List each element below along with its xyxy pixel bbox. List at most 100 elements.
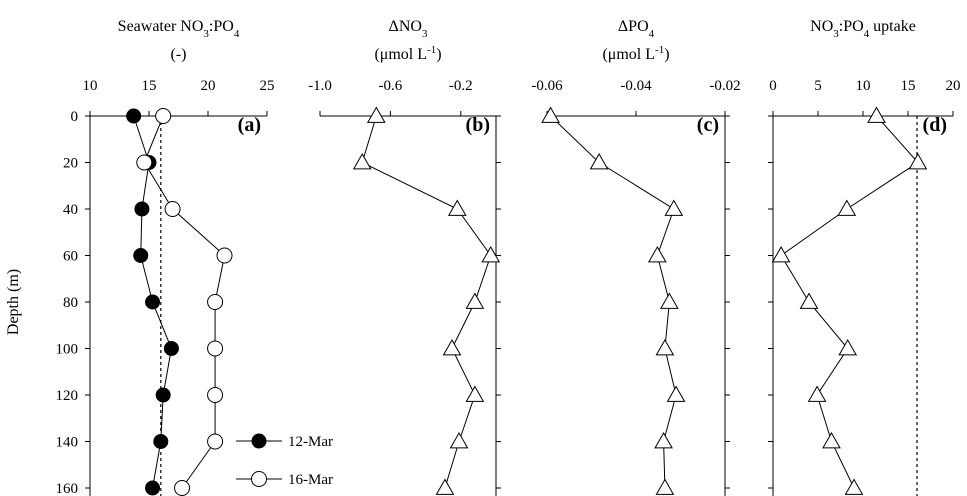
panel-b-series-0-point (465, 292, 485, 309)
panel-a-title-part-1: 3 (203, 28, 209, 40)
panel-b-title: ΔNO3 (389, 18, 428, 40)
panel-a-label: (a) (238, 114, 261, 136)
panel-c-series-0-point (666, 385, 686, 402)
panel-d-series-0-point (867, 106, 886, 123)
panel-c-title-line2-part-1: -1 (655, 44, 664, 56)
panel-c-title-line2: (μmol L-1) (602, 44, 669, 63)
panel-d-series-0-point (838, 338, 858, 356)
panel-a-title-part-3: 4 (234, 28, 240, 40)
panel-c-label: (c) (697, 114, 719, 136)
panel-a-y-tick-label: 40 (63, 202, 78, 218)
panel-a-x-tick-label: 15 (142, 78, 157, 94)
panel-a-series-1-point (216, 247, 233, 264)
y-axis-label: Depth (m) (5, 269, 22, 335)
panel-a-series-0-point (134, 201, 150, 217)
panel-c-x-tick-label: -0.06 (531, 78, 563, 94)
panel-b-series-0-point (465, 385, 485, 402)
panel-c-x-tick-label: -0.02 (709, 78, 740, 94)
panel-c-series-0-point (660, 292, 679, 309)
panel-a-title-part-2: :PO (209, 18, 234, 35)
panel-d-title-part-1: 3 (833, 28, 839, 40)
panel-d-series-0-point (908, 152, 928, 170)
panel-d-x-tick-label: 0 (769, 78, 777, 94)
panel-a-series-0-point (126, 108, 142, 124)
panel-b-title-part-1: 3 (422, 28, 428, 40)
panel-d-title-part-3: 4 (864, 28, 870, 40)
panel-a-y-tick-label: 160 (56, 481, 79, 496)
panel-c-series-0-point (664, 199, 684, 216)
panel-a-series-1-point (207, 387, 224, 403)
panel-b-x-tick-label: -1.0 (308, 78, 332, 94)
legend-label-1: 16-Mar (288, 472, 333, 488)
panel-c-series-0-point (647, 245, 667, 263)
panel-a-y-tick-label: 100 (56, 342, 79, 358)
panel-a-y-tick-label: 120 (56, 388, 79, 404)
panel-a-series-0-point (155, 387, 171, 403)
panel-a-y-tick-label: 60 (63, 249, 78, 265)
panel-d-label: (d) (923, 114, 947, 136)
panel-a-title-line2: (-) (171, 46, 187, 63)
panel-d-title: NO3:PO4 uptake (810, 18, 916, 40)
panel-b-title-line2-part-2: ) (436, 46, 441, 63)
legend-label-0: 12-Mar (288, 434, 333, 450)
panel-c-title-part-0: ΔPO (618, 18, 649, 35)
panel-b-title-part-0: ΔNO (389, 18, 422, 35)
panel-b-series-0-point (442, 338, 462, 356)
panel-a-title: Seawater NO3:PO4 (118, 18, 240, 40)
panel-b-title-line2: (μmol L-1) (374, 44, 441, 63)
panel-a-x-tick-label: 10 (83, 78, 98, 94)
panel-d-title-part-4: uptake (869, 18, 916, 35)
legend-marker-0 (251, 433, 267, 449)
panel-a-series-0-point (145, 294, 161, 310)
panel-a-series-1-point (155, 108, 172, 124)
panel-c-title-line2-part-0: (μmol L (602, 46, 655, 63)
panel-a-y-tick-label: 0 (71, 109, 79, 125)
panel-a-series-0-point (133, 248, 149, 263)
panel-b-title-line2-part-0: (μmol L (374, 46, 427, 63)
panel-a-series-1-point (207, 433, 224, 450)
panel-d-x-tick-label: 5 (814, 78, 822, 94)
panel-a-title-part-0: Seawater NO (118, 18, 204, 35)
panel-a-series-1-point (207, 294, 224, 310)
panel-a-y-tick-label: 20 (63, 156, 78, 172)
panel-a-series-1-point (174, 480, 191, 496)
panel-d-series-0-point (837, 199, 857, 216)
panel-b-x-tick-label: -0.6 (379, 78, 403, 94)
panel-b-x-tick-label: -0.2 (449, 78, 473, 94)
panel-c-title: ΔPO4 (618, 18, 655, 40)
panel-c-x-tick-label: -0.04 (620, 78, 652, 94)
panel-d-series-0-point (799, 292, 819, 309)
panel-b-series-0-point (449, 431, 469, 449)
panel-d-x-tick-label: 10 (856, 78, 871, 94)
panel-a-series-1-point (164, 201, 181, 217)
panel-a-series-0-point (145, 480, 161, 496)
panel-d-series-0-point (822, 431, 841, 449)
panel-c-title-part-1: 4 (649, 28, 655, 40)
panel-d-title-part-2: :PO (839, 18, 864, 35)
panel-a-series-0-point (163, 341, 179, 356)
panel-c-title-line2-part-2: ) (664, 46, 669, 63)
panel-b-series-0-point (447, 199, 467, 216)
panel-d-series-0-point (771, 245, 791, 263)
panel-b-series-0-point (481, 245, 501, 263)
panel-d-x-tick-label: 15 (901, 78, 916, 94)
panel-c-series-0-line (550, 115, 677, 489)
legend-marker-1 (251, 471, 267, 487)
panel-a-x-tick-label: 25 (260, 78, 275, 94)
panel-b-title-line2-part-1: -1 (427, 44, 436, 56)
panel-c-series-0-point (541, 106, 560, 123)
panel-b-series-0-point (366, 106, 386, 123)
panel-a-series-1-point (207, 340, 224, 357)
panel-c-series-0-point (655, 478, 675, 495)
panel-d-series-0-point (807, 385, 827, 402)
panel-a-y-tick-label: 80 (63, 295, 78, 311)
panel-a-x-tick-label: 20 (201, 78, 216, 94)
panel-d-series-0-point (844, 478, 864, 495)
panel-a-y-tick-label: 140 (56, 435, 79, 451)
panel-c-series-0-point (589, 152, 609, 170)
panel-b-series-0-point (435, 478, 455, 495)
panel-d-x-tick-label: 20 (946, 78, 961, 94)
panel-b-series-0-point (352, 152, 372, 170)
panel-d-title-part-0: NO (810, 18, 833, 35)
